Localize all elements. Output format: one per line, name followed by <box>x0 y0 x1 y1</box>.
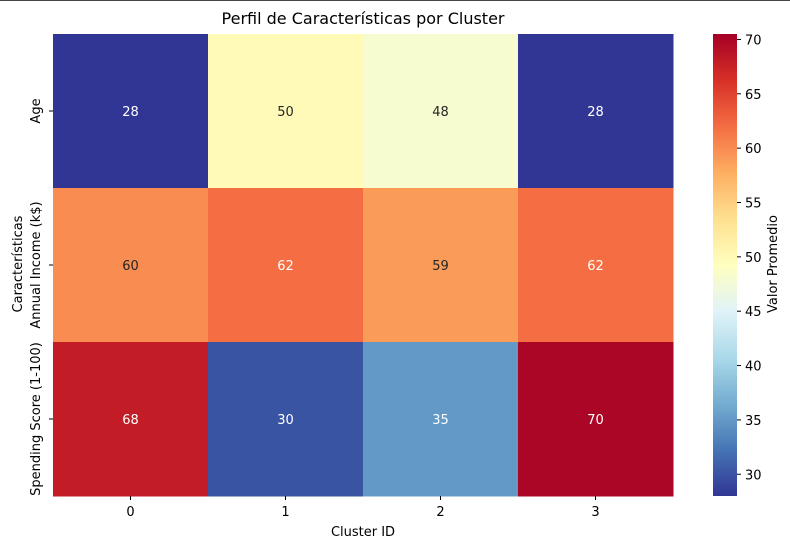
cell-value-label: 60 <box>122 259 139 274</box>
heatmap-cell <box>518 188 674 343</box>
cell-value-label: 30 <box>277 413 294 428</box>
colorbar: 30 35 40 45 50 55 60 65 70 <box>713 33 762 496</box>
heatmap-cell <box>518 342 674 497</box>
top-border <box>0 0 790 1</box>
heatmap-cell <box>208 342 364 497</box>
x-tick-label: 3 <box>591 505 599 520</box>
heatmap-cell <box>518 34 674 189</box>
heatmap-cell <box>208 188 364 343</box>
colorbar-tick-label: 65 <box>745 88 762 103</box>
colorbar-tick-label: 40 <box>745 360 762 375</box>
cell-value-label: 59 <box>432 259 449 274</box>
cell-value-label: 68 <box>122 413 139 428</box>
x-tick-label: 0 <box>126 505 134 520</box>
heatmap-cell <box>53 34 209 189</box>
chart-title: Perfil de Características por Cluster <box>222 9 505 28</box>
x-axis-label: Cluster ID <box>331 525 395 540</box>
colorbar-tick-label: 45 <box>745 305 762 320</box>
colorbar-tick-label: 30 <box>745 468 762 483</box>
colorbar-tick-label: 55 <box>745 196 762 211</box>
y-axis-ticks: Age Annual Income (k$) Spending Score (1-1… <box>29 98 53 496</box>
colorbar-tick-label: 60 <box>745 142 762 157</box>
cell-value-label: 62 <box>277 259 294 274</box>
colorbar-tick-label: 50 <box>745 251 762 266</box>
x-axis-ticks: 0 1 2 3 <box>126 496 600 520</box>
cell-value-label: 62 <box>587 259 604 274</box>
colorbar-label: Valor Promedio <box>766 215 781 313</box>
heatmap-cell <box>208 34 364 189</box>
heatmap-cell <box>363 188 519 343</box>
heatmap-cell <box>53 342 209 497</box>
x-tick-label: 2 <box>436 505 444 520</box>
heatmap-cell <box>53 188 209 343</box>
colorbar-gradient <box>713 34 737 496</box>
cell-value-label: 28 <box>587 105 604 120</box>
cell-value-label: 50 <box>277 105 294 120</box>
heatmap-cell <box>363 342 519 497</box>
y-tick-label: Age <box>29 98 44 123</box>
y-axis-label: Características <box>11 215 26 312</box>
colorbar-tick-label: 70 <box>745 33 762 48</box>
cell-value-label: 35 <box>432 413 449 428</box>
cell-value-label: 48 <box>432 105 449 120</box>
heatmap-cells: 28 50 48 28 60 62 59 62 68 30 35 70 <box>53 34 674 497</box>
colorbar-tick-label: 35 <box>745 414 762 429</box>
cell-value-label: 28 <box>122 105 139 120</box>
heatmap-cell <box>363 34 519 189</box>
x-tick-label: 1 <box>281 505 289 520</box>
cell-value-label: 70 <box>587 413 604 428</box>
y-tick-label: Annual Income (k$) <box>29 201 44 328</box>
y-tick-label: Spending Score (1-100) <box>29 342 44 496</box>
